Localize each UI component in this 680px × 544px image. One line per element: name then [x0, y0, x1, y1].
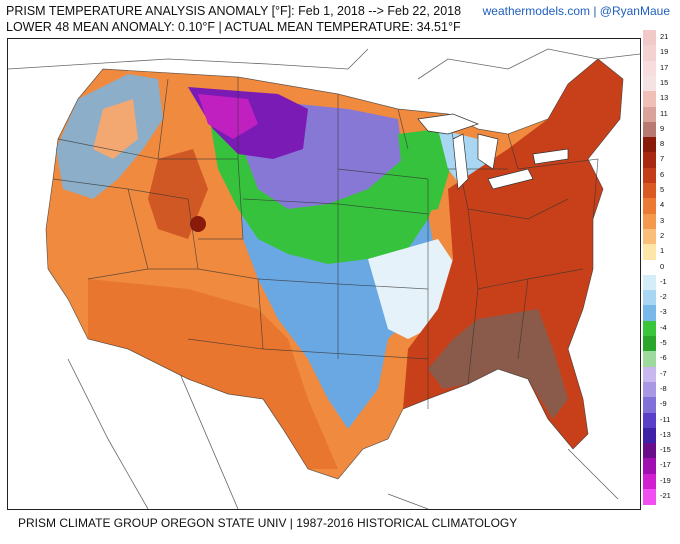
legend-swatch [643, 106, 656, 123]
legend-label: 8 [660, 139, 665, 149]
footer-attribution: PRISM CLIMATE GROUP OREGON STATE UNIV | … [18, 516, 518, 530]
legend-swatch [643, 213, 656, 230]
legend-swatch [643, 60, 656, 77]
legend-label: 0 [660, 261, 665, 271]
legend-label: -13 [660, 429, 671, 439]
legend-label: -11 [660, 414, 671, 424]
map-title: PRISM TEMPERATURE ANALYSIS ANOMALY [°F]:… [6, 4, 462, 18]
map-subtitle: LOWER 48 MEAN ANOMALY: 0.10°F | ACTUAL M… [6, 20, 461, 34]
region-southeast-warmest [428, 309, 568, 419]
legend-label: 15 [660, 77, 669, 87]
legend-swatch [643, 91, 656, 107]
credit-text: weathermodels.com | @RyanMaue [482, 4, 670, 18]
state-borders [45, 58, 624, 480]
background-outlines [8, 48, 640, 509]
legend-swatch [643, 152, 656, 169]
legend-label: -19 [660, 475, 671, 485]
map-canvas [8, 48, 640, 509]
legend-swatch [643, 473, 656, 490]
great-lakes [417, 113, 569, 190]
legend-label: -17 [660, 460, 671, 470]
legend-swatch [643, 412, 656, 429]
legend-swatch [643, 274, 656, 291]
legend-label: -9 [660, 399, 667, 409]
legend-label: 21 [660, 32, 669, 41]
legend-label: 13 [660, 93, 669, 103]
legend-label: 1 [660, 246, 665, 256]
legend-swatch [643, 167, 656, 184]
legend-label: 9 [660, 123, 665, 133]
legend-label: 11 [660, 108, 668, 118]
legend-swatch [643, 366, 656, 383]
anomaly-map [7, 38, 641, 510]
legend-swatch [643, 427, 656, 444]
legend-swatch [643, 489, 656, 505]
legend-label: -6 [660, 353, 667, 363]
legend-label: -3 [660, 307, 667, 317]
legend-label: -7 [660, 368, 667, 378]
legend-label: 6 [660, 169, 665, 179]
legend-label: 4 [660, 200, 665, 210]
legend-label: 5 [660, 185, 665, 194]
legend-label: -8 [660, 383, 667, 393]
legend-label: -1 [660, 276, 667, 286]
legend-label: 7 [660, 154, 665, 164]
legend-swatch [643, 351, 656, 368]
legend-swatch [643, 244, 656, 260]
legend-swatch [643, 198, 656, 215]
legend-label: -4 [660, 322, 667, 332]
legend-swatch [643, 381, 656, 398]
legend-swatch [643, 121, 656, 138]
legend-swatch [643, 45, 656, 62]
legend-label: -15 [660, 445, 671, 455]
legend-swatch [643, 228, 656, 245]
legend-swatch [643, 305, 656, 322]
hot-spot [190, 216, 206, 232]
legend-label: 2 [660, 230, 665, 240]
legend-swatch [643, 320, 656, 337]
legend-swatch [643, 443, 656, 459]
legend-label: 17 [660, 62, 669, 72]
color-legend: 21 19 17 15 13 11 9 8 7 6 5 4 3 2 1 0 -1 -2 -3 -4 -5 -6 -7 -8 -9… [643, 30, 679, 514]
region-nw-patch [93, 99, 138, 159]
legend-swatch [643, 290, 656, 306]
legend-swatch [643, 259, 656, 276]
legend-swatch [643, 397, 656, 413]
legend-swatch [643, 137, 656, 153]
legend-label: 3 [660, 215, 665, 225]
legend-swatch [643, 458, 656, 475]
legend-label: -2 [660, 292, 667, 302]
region-southwest [88, 279, 338, 469]
legend-label: 19 [660, 47, 669, 57]
legend-swatch [643, 30, 656, 46]
region-coldest-core [198, 94, 258, 139]
legend-swatch [643, 75, 656, 92]
region-rockies-hot [148, 149, 208, 239]
legend-swatch [643, 183, 656, 199]
legend-label: -21 [660, 491, 671, 500]
legend-label: -5 [660, 338, 667, 347]
legend-swatch [643, 336, 656, 352]
region-great-lakes-green [398, 129, 453, 214]
